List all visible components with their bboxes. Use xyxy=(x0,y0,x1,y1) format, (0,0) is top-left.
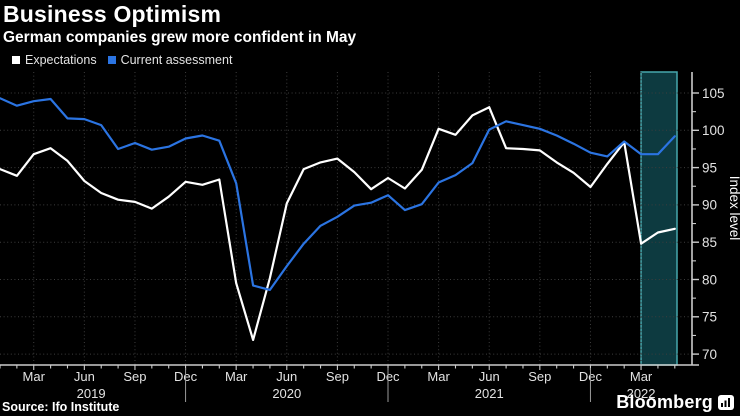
svg-text:Jun: Jun xyxy=(276,369,297,384)
bloomberg-wordmark: Bloomberg xyxy=(616,392,713,412)
current-assessment-swatch-icon xyxy=(107,56,116,64)
y-axis-title: Index level xyxy=(727,176,740,241)
svg-text:Mar: Mar xyxy=(630,369,653,384)
svg-text:2019: 2019 xyxy=(77,386,106,401)
svg-text:Sep: Sep xyxy=(528,369,551,384)
svg-text:75: 75 xyxy=(702,310,717,325)
svg-text:105: 105 xyxy=(702,86,725,101)
svg-text:90: 90 xyxy=(702,198,717,213)
svg-text:Sep: Sep xyxy=(326,369,349,384)
svg-text:2020: 2020 xyxy=(272,386,301,401)
legend-item-current-assessment: Current assessment xyxy=(107,53,233,67)
svg-text:Mar: Mar xyxy=(427,369,450,384)
svg-text:80: 80 xyxy=(702,272,717,287)
svg-text:70: 70 xyxy=(702,347,717,362)
bloomberg-logo: Bloomberg xyxy=(616,392,734,413)
svg-text:Sep: Sep xyxy=(123,369,146,384)
chart-subtitle: German companies grew more confident in … xyxy=(3,29,357,46)
svg-text:2021: 2021 xyxy=(475,386,504,401)
svg-text:2022: 2022 xyxy=(627,386,656,401)
bar-chart-logo-icon xyxy=(718,395,734,410)
svg-text:85: 85 xyxy=(702,235,717,250)
legend-item-expectations: Expectations xyxy=(12,53,97,67)
expectations-swatch-icon xyxy=(12,56,20,64)
highlight-band xyxy=(640,71,678,366)
svg-text:100: 100 xyxy=(702,123,725,138)
chart-title: Business Optimism xyxy=(3,1,222,27)
legend-label-current-assessment: Current assessment xyxy=(120,53,233,67)
legend: Expectations Current assessment xyxy=(12,53,232,67)
svg-text:Jun: Jun xyxy=(74,369,95,384)
series-expectations xyxy=(0,106,676,341)
source-note: Source: Ifo Institute xyxy=(2,400,120,414)
series-current-assessment xyxy=(0,97,676,291)
legend-label-expectations: Expectations xyxy=(25,53,97,67)
svg-text:Jun: Jun xyxy=(479,369,500,384)
svg-text:Mar: Mar xyxy=(225,369,248,384)
svg-text:95: 95 xyxy=(702,160,717,175)
svg-text:Mar: Mar xyxy=(23,369,46,384)
